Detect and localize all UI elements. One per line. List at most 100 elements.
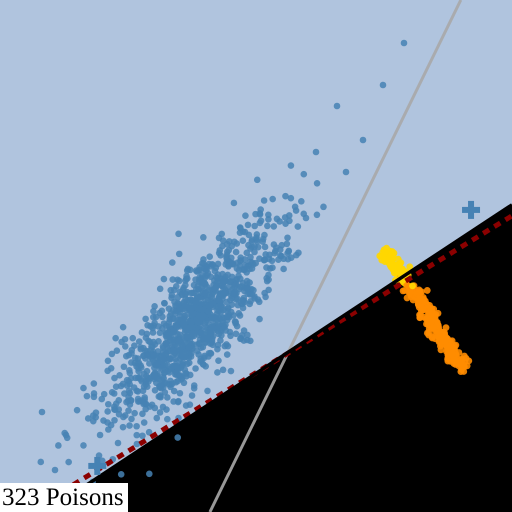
clean-point [104, 419, 111, 426]
clean-point [284, 234, 291, 242]
poison-point [429, 315, 437, 323]
clean-point [269, 195, 276, 203]
clean-point [112, 383, 120, 390]
poison-point [443, 342, 450, 350]
clean-point [164, 415, 171, 423]
clean-point [235, 310, 243, 317]
clean-point [125, 407, 132, 414]
clean-point [239, 237, 247, 244]
clean-point [175, 230, 182, 238]
clean-point [237, 254, 244, 261]
clean-point [201, 334, 208, 341]
clean-point [204, 387, 211, 395]
clean-point [164, 341, 172, 349]
clean-point [104, 367, 111, 375]
clean-point [214, 318, 222, 326]
clean-point [232, 248, 240, 256]
clean-point [125, 351, 133, 359]
clean-point [359, 136, 367, 144]
clean-point [261, 231, 268, 239]
clean-point [55, 442, 62, 449]
clean-point [38, 408, 46, 416]
clean-point [208, 335, 216, 343]
clean-point [280, 265, 287, 273]
clean-point [200, 234, 207, 241]
clean-point [127, 397, 135, 404]
clean-point [119, 323, 127, 331]
clean-point [84, 415, 92, 422]
clean-point [104, 357, 112, 365]
poison-point [435, 333, 443, 341]
poison-point [428, 309, 436, 317]
clean-point [400, 39, 408, 47]
clean-point [201, 352, 208, 360]
clean-point [226, 283, 233, 291]
clean-point [230, 199, 238, 207]
clean-point [80, 384, 87, 392]
clean-point [51, 466, 59, 474]
clean-point [218, 282, 225, 289]
clean-point [167, 383, 174, 391]
clean-point [243, 284, 251, 291]
clean-point [159, 403, 167, 411]
clean-point [283, 240, 291, 248]
clean-point [175, 337, 183, 345]
clean-point [215, 296, 222, 304]
clean-point [182, 281, 189, 289]
poison-point [436, 342, 444, 350]
clean-point [160, 375, 167, 382]
clean-point [182, 333, 190, 341]
clean-point [119, 423, 127, 431]
clean-point [147, 346, 154, 354]
clean-point [188, 311, 195, 319]
clean-point [342, 168, 350, 176]
clean-point [240, 337, 248, 344]
clean-point [207, 350, 215, 357]
clean-point [219, 366, 227, 374]
clean-point [287, 162, 295, 169]
clean-point [150, 338, 157, 346]
clean-point [300, 170, 308, 178]
clean-point [123, 382, 131, 389]
clean-point [253, 231, 261, 238]
clean-point [182, 290, 189, 297]
clean-point [170, 387, 178, 395]
clean-point [152, 313, 160, 321]
clean-point [182, 317, 190, 325]
clean-point [236, 229, 244, 236]
clean-point [228, 289, 236, 297]
clean-point [90, 380, 98, 387]
poison-point [386, 261, 394, 269]
clean-point [133, 422, 140, 430]
clean-point [244, 331, 251, 339]
poison-point [409, 296, 417, 304]
clean-point [214, 303, 222, 310]
clean-point [219, 270, 226, 278]
poison-point [429, 324, 437, 332]
clean-point [183, 372, 190, 380]
clean-point [218, 230, 226, 238]
clean-point [133, 440, 141, 448]
clean-point [261, 243, 269, 251]
clean-point [176, 389, 184, 397]
clean-point [214, 260, 222, 268]
clean-point [379, 81, 387, 89]
clean-point [236, 224, 244, 231]
clean-point [104, 400, 112, 408]
clean-point [247, 253, 254, 261]
clean-point [202, 326, 210, 334]
clean-point [150, 307, 157, 315]
clean-point [287, 194, 295, 202]
clean-point [196, 263, 203, 271]
clean-point [128, 346, 136, 354]
poison-point [419, 306, 427, 313]
clean-point [246, 265, 253, 273]
clean-point [222, 327, 230, 334]
clean-point [156, 382, 163, 390]
clean-point [96, 431, 104, 439]
clean-point [255, 298, 263, 306]
clean-point [242, 212, 249, 219]
clean-point [114, 439, 122, 447]
clean-point [275, 256, 282, 264]
clean-point [217, 289, 225, 297]
